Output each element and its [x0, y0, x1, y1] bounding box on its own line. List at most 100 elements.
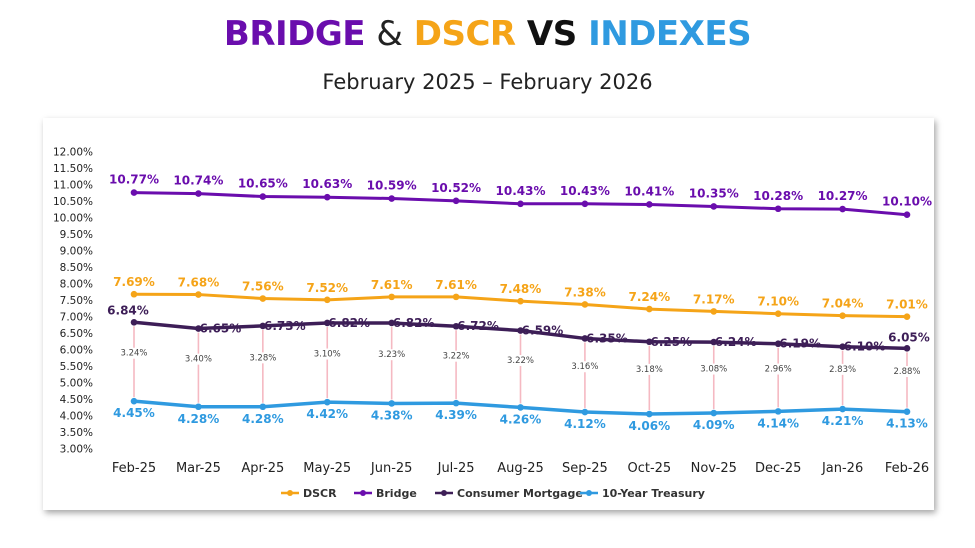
bridge-point: [774, 205, 782, 213]
spread-label: 3.22%: [443, 352, 470, 362]
dscr-data-label: 7.61%: [435, 278, 477, 292]
bridge-point: [195, 190, 202, 197]
bridge-point: [130, 189, 138, 196]
y-tick-label: 11.50%: [53, 163, 93, 175]
spread-label-bg: [182, 353, 215, 365]
y-tick-label: 4.00%: [60, 411, 93, 423]
title-amp: &: [376, 14, 403, 54]
dscr-data-label: 7.52%: [306, 281, 348, 295]
y-tick-label: 6.00%: [60, 345, 93, 357]
dscr-data-label: 7.01%: [886, 298, 928, 312]
treasury-data-label: 4.39%: [435, 408, 477, 422]
treasury-point: [710, 409, 718, 417]
bridge-point: [646, 201, 653, 208]
bridge-data-label: 10.52%: [431, 181, 481, 195]
mortgage-data-label: 6.73%: [264, 319, 306, 333]
spread-label: 3.28%: [249, 353, 276, 363]
legend-swatch-marker: [586, 490, 592, 496]
bridge-point: [259, 193, 267, 200]
legend-label: Consumer Mortgage: [457, 487, 583, 500]
dscr-point: [710, 308, 718, 315]
treasury-data-label: 4.13%: [886, 417, 928, 431]
title-bridge: BRIDGE: [223, 14, 366, 54]
dscr-point: [195, 291, 202, 298]
mortgage-data-label: 6.82%: [328, 316, 370, 330]
spread-label: 3.24%: [120, 349, 147, 359]
y-tick-label: 7.00%: [60, 312, 93, 324]
spread-label: 3.10%: [314, 350, 341, 360]
y-tick-label: 4.50%: [60, 394, 93, 406]
y-tick-label: 12.00%: [53, 147, 93, 159]
title-dscr: DSCR: [413, 14, 516, 54]
mortgage-data-label: 6.82%: [393, 316, 435, 330]
spread-label: 2.96%: [765, 365, 792, 375]
bridge-data-label: 10.77%: [109, 173, 159, 187]
legend-swatch-marker: [441, 490, 447, 496]
spread-label-bg: [504, 354, 537, 366]
spread-label-bg: [697, 363, 730, 375]
bridge-data-label: 10.43%: [496, 184, 546, 198]
x-tick-label: Apr-25: [241, 461, 284, 476]
spread-label-bg: [440, 350, 473, 362]
y-tick-label: 3.50%: [60, 427, 93, 439]
treasury-point: [388, 400, 395, 407]
chart-panel: 3.00% 3.50% 4.00% 4.50% 5.00% 5.50% 6.00% 6.50%…: [43, 118, 934, 510]
dscr-data-label: 7.24%: [629, 290, 671, 304]
legend-label: DSCR: [303, 487, 337, 500]
dscr-data-label: 7.56%: [242, 280, 284, 294]
treasury-point: [323, 398, 331, 406]
spread-label-bg: [118, 347, 150, 359]
mortgage-data-label: 6.59%: [522, 324, 564, 338]
bridge-data-label: 10.27%: [818, 189, 868, 203]
bridge-data-label: 10.65%: [238, 177, 288, 191]
spread-label: 2.88%: [893, 367, 920, 377]
mortgage-point: [517, 327, 524, 334]
y-tick-label: 8.00%: [60, 279, 93, 291]
spread-label-bg: [891, 366, 923, 378]
spread-label: 2.83%: [829, 365, 856, 375]
mortgage-point: [130, 318, 138, 326]
dscr-point: [774, 310, 782, 317]
mortgage-point: [903, 345, 911, 352]
bridge-point: [581, 200, 589, 208]
bridge-point: [323, 193, 331, 201]
y-tick-label: 9.50%: [60, 229, 93, 241]
mortgage-point: [452, 322, 460, 330]
y-tick-label: 6.50%: [60, 328, 93, 340]
mortgage-data-label: 6.10%: [844, 340, 886, 354]
dscr-data-label: 7.61%: [371, 278, 413, 292]
mortgage-point: [581, 335, 589, 342]
bridge-data-label: 10.43%: [560, 184, 610, 198]
y-tick-label: 10.00%: [53, 213, 93, 225]
spread-label: 3.18%: [636, 365, 663, 375]
dscr-point: [388, 293, 395, 301]
treasury-point: [839, 405, 846, 413]
treasury-data-label: 4.26%: [500, 412, 542, 426]
dscr-point: [517, 297, 524, 305]
mortgage-point: [388, 319, 395, 327]
chart-subtitle: February 2025 – February 2026: [322, 70, 653, 94]
mortgage-data-label: 6.65%: [200, 322, 242, 336]
mortgage-data-label: 6.25%: [651, 335, 693, 349]
treasury-point: [581, 408, 589, 416]
dscr-data-label: 7.69%: [113, 275, 155, 289]
y-tick-label: 10.50%: [53, 196, 93, 208]
dscr-point: [839, 312, 846, 319]
y-tick-label: 9.00%: [60, 246, 93, 258]
x-tick-label: Oct-25: [627, 461, 671, 476]
legend-swatch-marker: [287, 490, 293, 496]
treasury-point: [903, 408, 911, 416]
mortgage-data-label: 6.72%: [457, 319, 499, 333]
treasury-data-label: 4.12%: [564, 417, 606, 431]
mortgage-point: [195, 325, 202, 332]
treasury-data-label: 4.42%: [306, 407, 348, 421]
mortgage-data-label: 6.84%: [107, 303, 149, 317]
spread-label-bg: [311, 348, 344, 360]
x-tick-label: Sep-25: [562, 461, 608, 476]
mortgage-point: [839, 343, 846, 350]
dscr-data-label: 7.04%: [822, 297, 864, 311]
mortgage-data-label: 6.19%: [779, 337, 821, 351]
spread-label-bg: [568, 361, 601, 373]
bridge-data-label: 10.74%: [173, 174, 223, 188]
y-tick-label: 3.00%: [60, 444, 93, 456]
